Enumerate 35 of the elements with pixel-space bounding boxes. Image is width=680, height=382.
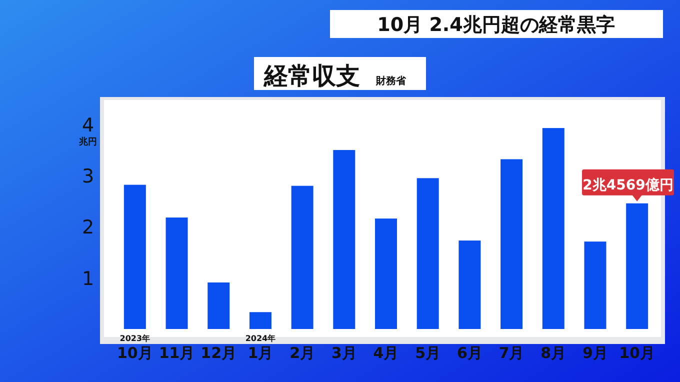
bar [249, 312, 272, 329]
x-tick-label: 3月 [331, 344, 357, 362]
y-axis-title: 兆円 [78, 136, 97, 148]
x-tick-label: 11月 [158, 344, 195, 362]
bar [500, 159, 523, 329]
y-tick-label: 1 [82, 268, 94, 290]
bar [166, 218, 188, 329]
bar [208, 282, 230, 329]
x-tick-label: 2024年 1月 [245, 334, 276, 362]
bar [291, 186, 314, 329]
y-tick-label: 2 [82, 216, 94, 239]
y-tick-label: 3 [82, 166, 94, 188]
y-tick-label: 4 [82, 114, 94, 136]
bar [542, 128, 564, 329]
x-tick-label: 10月 [619, 344, 656, 362]
bar [626, 203, 648, 329]
x-tick-label: 5月 [415, 344, 441, 362]
bar [584, 242, 606, 329]
x-tick-label: 2月 [290, 344, 316, 362]
x-tick-label: 6月 [456, 344, 482, 362]
x-tick-label: 9月 [582, 344, 608, 362]
bar [416, 178, 439, 329]
x-tick-label: 8月 [540, 344, 566, 362]
text: 財務省 [375, 75, 407, 87]
bar [375, 218, 397, 329]
data-label: 2兆4569億円 [582, 176, 674, 194]
x-tick-label: 7月 [498, 344, 524, 362]
bar [124, 184, 146, 329]
chart-subtitle: 経常収支 [263, 62, 360, 90]
x-tick-label: 4月 [373, 344, 399, 362]
bar [458, 240, 481, 329]
bar [333, 150, 356, 329]
chart-title: 10月 2.4兆円超の経常黒字 [377, 14, 615, 36]
x-tick-label: 2023年 10月 [116, 334, 153, 362]
x-tick-label: 12月 [200, 344, 237, 362]
